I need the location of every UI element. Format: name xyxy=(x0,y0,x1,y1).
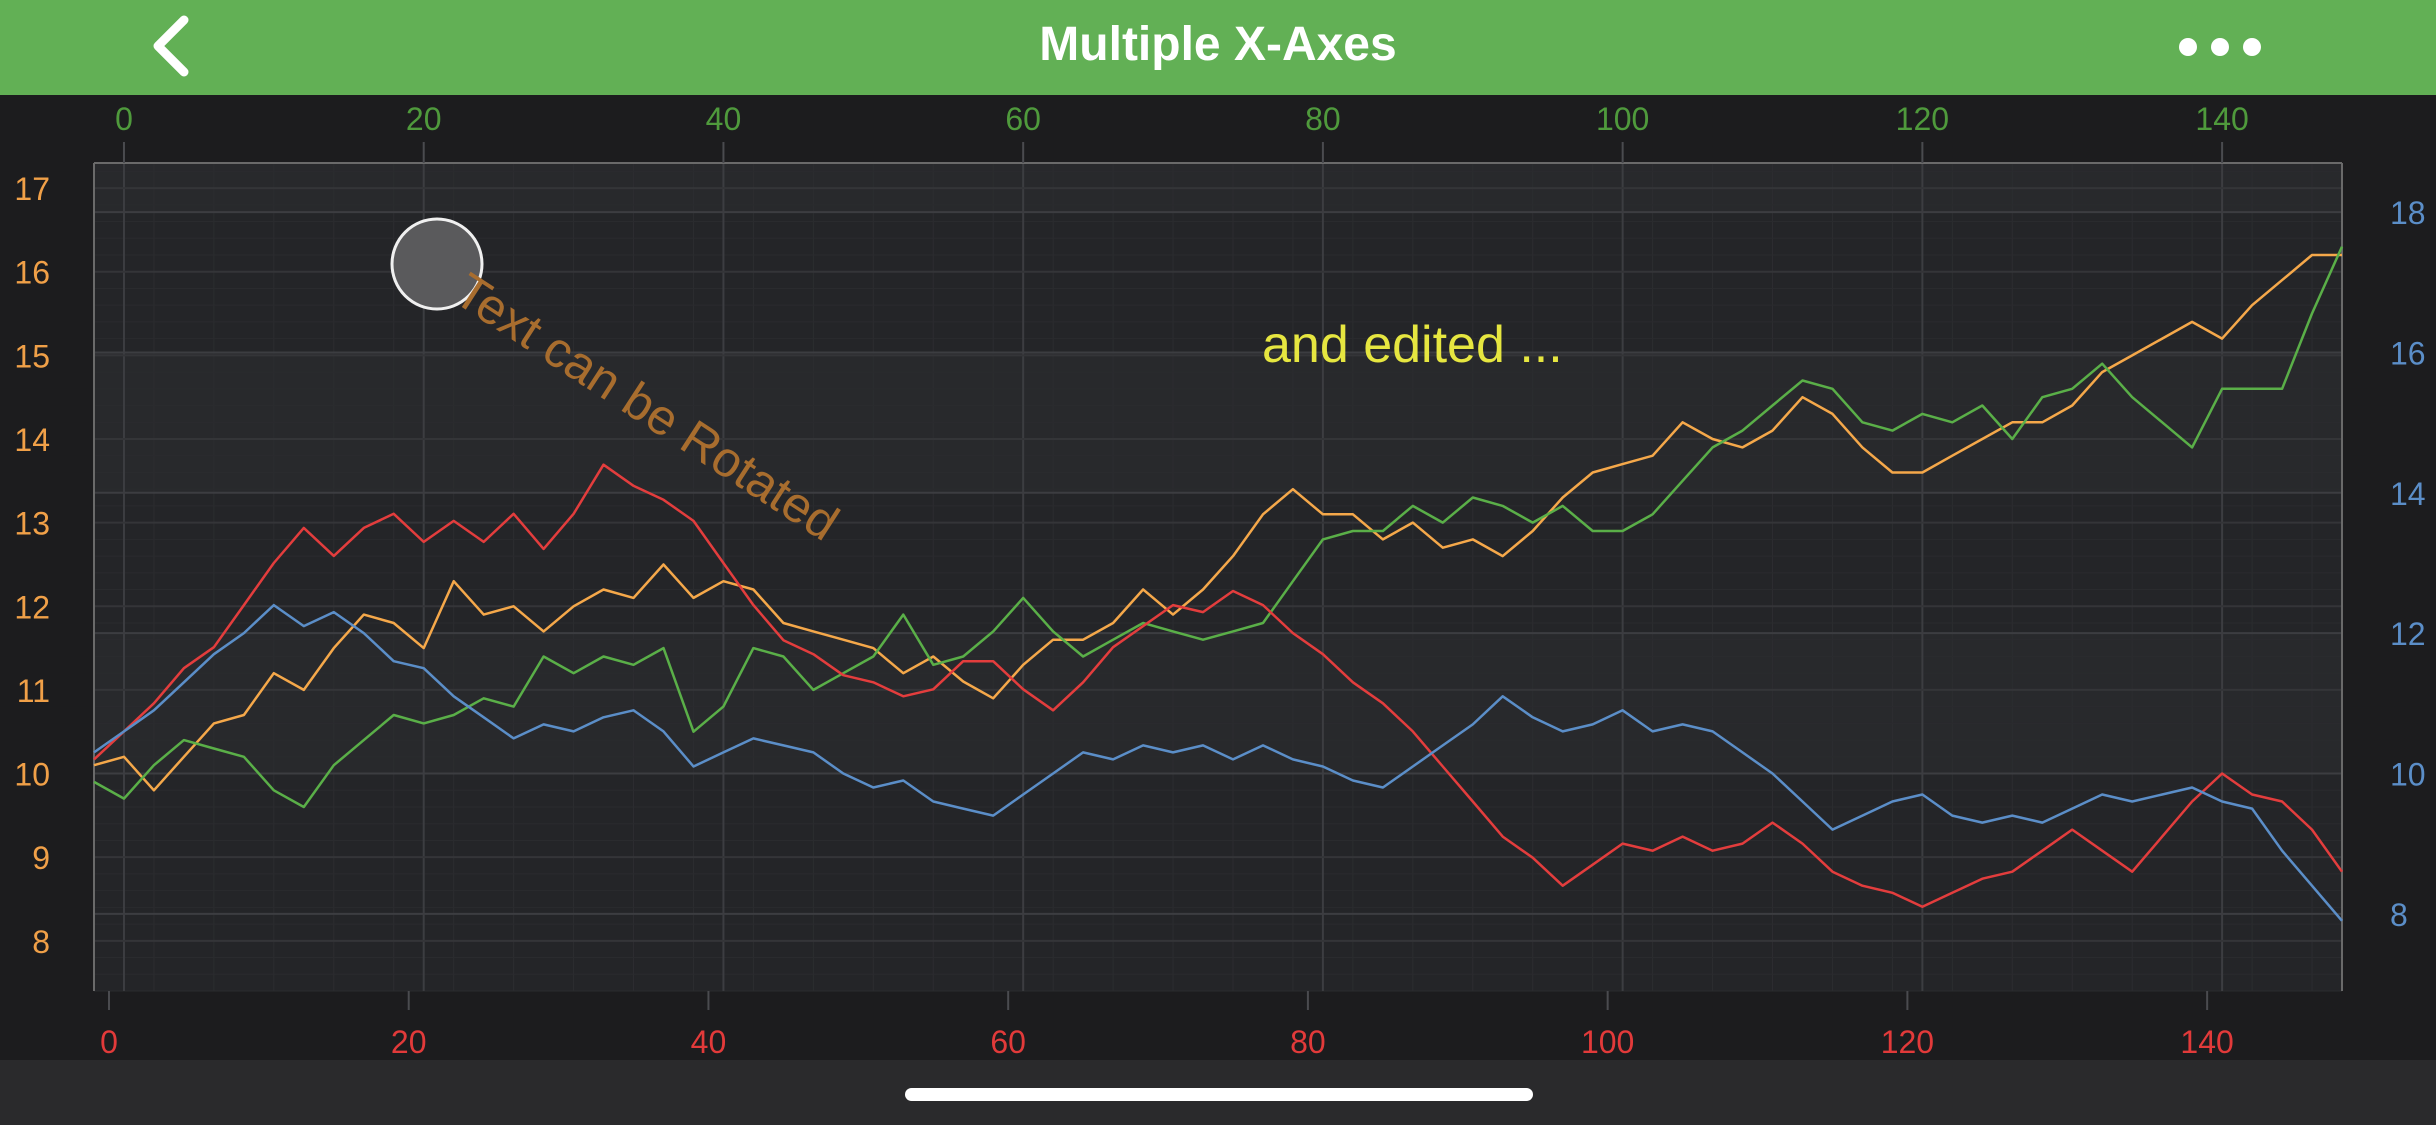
left-axis-tick-label: 8 xyxy=(32,924,50,960)
left-axis-tick-label: 17 xyxy=(14,171,50,207)
right-axis-tick-label: 16 xyxy=(2390,335,2426,371)
bottom-axis-tick-label: 100 xyxy=(1581,1024,1634,1060)
left-axis-tick-label: 13 xyxy=(14,506,50,542)
left-axis-tick-label: 16 xyxy=(14,255,50,291)
home-indicator[interactable] xyxy=(905,1088,1533,1101)
right-axis-tick-label: 18 xyxy=(2390,195,2426,231)
x-axis-top[interactable]: 0 20 40 60 80 100 120 140 xyxy=(115,101,2249,163)
left-axis-tick-label: 14 xyxy=(14,422,50,458)
y-axis-right[interactable]: 8 10 12 14 16 18 xyxy=(2390,195,2426,933)
multiple-x-axes-chart[interactable]: 0 20 40 60 80 100 120 140 0 20 40 60 80 100 120 140 8 9… xyxy=(0,95,2436,1060)
chevron-left-icon xyxy=(153,15,189,77)
back-button[interactable] xyxy=(140,8,210,84)
bottom-axis-tick-label: 20 xyxy=(391,1024,427,1060)
left-axis-tick-label: 11 xyxy=(17,673,50,709)
right-axis-tick-label: 12 xyxy=(2390,616,2426,652)
top-axis-tick-label: 40 xyxy=(706,101,742,137)
ellipsis-icon xyxy=(2179,38,2261,56)
chart-area[interactable]: 0 20 40 60 80 100 120 140 0 20 40 60 80 100 120 140 8 9… xyxy=(0,95,2436,1060)
top-axis-tick-label: 20 xyxy=(406,101,442,137)
left-axis-tick-label: 15 xyxy=(14,338,50,374)
bottom-axis-tick-label: 40 xyxy=(691,1024,727,1060)
series-layer xyxy=(93,246,2344,922)
drag-handle[interactable] xyxy=(390,217,484,311)
page-title: Multiple X-Axes xyxy=(1039,18,1397,71)
series-line-1 xyxy=(93,253,2342,792)
top-axis-tick-label: 140 xyxy=(2195,101,2248,137)
top-axis-tick-label: 80 xyxy=(1305,101,1341,137)
right-axis-tick-label: 8 xyxy=(2390,897,2408,933)
left-axis-tick-label: 12 xyxy=(14,589,50,625)
left-axis-tick-label: 9 xyxy=(32,840,50,876)
x-axis-bottom[interactable]: 0 20 40 60 80 100 120 140 xyxy=(100,991,2234,1060)
more-options-button[interactable] xyxy=(2170,20,2270,75)
bottom-axis-tick-label: 140 xyxy=(2180,1024,2233,1060)
major-grid xyxy=(94,163,2342,991)
left-axis-tick-label: 10 xyxy=(14,757,50,793)
right-axis-tick-label: 10 xyxy=(2390,756,2426,792)
edited-text-annotation[interactable]: and edited ... xyxy=(1262,316,1563,374)
y-axis-left[interactable]: 8 9 10 11 12 13 14 15 16 17 xyxy=(14,171,50,960)
top-axis-tick-label: 0 xyxy=(115,101,133,137)
top-axis-tick-label: 60 xyxy=(1005,101,1041,137)
bottom-axis-tick-label: 60 xyxy=(990,1024,1026,1060)
top-axis-tick-label: 100 xyxy=(1596,101,1649,137)
plot-background xyxy=(94,163,2342,991)
bottom-axis-tick-label: 120 xyxy=(1881,1024,1934,1060)
navigation-bar: Multiple X-Axes xyxy=(0,0,2436,95)
series-line-4 xyxy=(93,603,2343,922)
bottom-axis-tick-label: 80 xyxy=(1290,1024,1326,1060)
bottom-axis-tick-label: 0 xyxy=(100,1024,118,1060)
top-axis-tick-label: 120 xyxy=(1896,101,1949,137)
right-axis-tick-label: 14 xyxy=(2390,476,2426,512)
series-line-3 xyxy=(93,463,2344,909)
